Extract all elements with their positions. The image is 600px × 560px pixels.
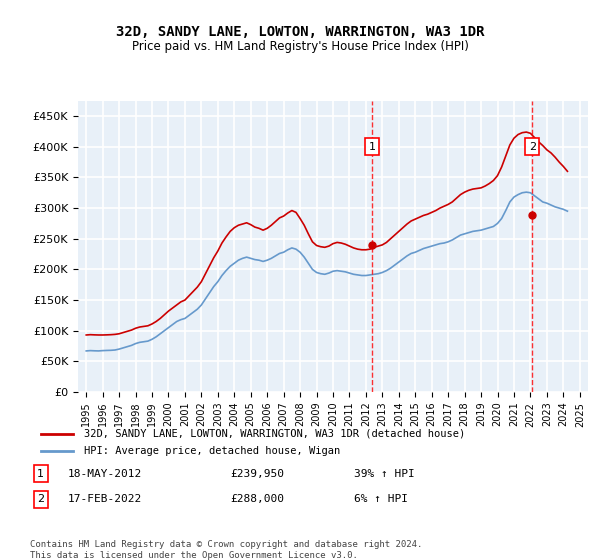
Text: 6% ↑ HPI: 6% ↑ HPI	[354, 494, 408, 505]
Text: HPI: Average price, detached house, Wigan: HPI: Average price, detached house, Wiga…	[84, 446, 340, 456]
Text: 32D, SANDY LANE, LOWTON, WARRINGTON, WA3 1DR: 32D, SANDY LANE, LOWTON, WARRINGTON, WA3…	[116, 25, 484, 39]
Text: 17-FEB-2022: 17-FEB-2022	[68, 494, 142, 505]
Text: Contains HM Land Registry data © Crown copyright and database right 2024.
This d: Contains HM Land Registry data © Crown c…	[30, 540, 422, 560]
Text: 2: 2	[529, 142, 536, 152]
Text: 1: 1	[37, 469, 44, 479]
Text: £288,000: £288,000	[230, 494, 284, 505]
Text: 1: 1	[368, 142, 376, 152]
Text: 18-MAY-2012: 18-MAY-2012	[68, 469, 142, 479]
Text: 32D, SANDY LANE, LOWTON, WARRINGTON, WA3 1DR (detached house): 32D, SANDY LANE, LOWTON, WARRINGTON, WA3…	[84, 429, 465, 439]
Text: Price paid vs. HM Land Registry's House Price Index (HPI): Price paid vs. HM Land Registry's House …	[131, 40, 469, 53]
Text: 39% ↑ HPI: 39% ↑ HPI	[354, 469, 415, 479]
Text: £239,950: £239,950	[230, 469, 284, 479]
Text: 2: 2	[37, 494, 44, 505]
